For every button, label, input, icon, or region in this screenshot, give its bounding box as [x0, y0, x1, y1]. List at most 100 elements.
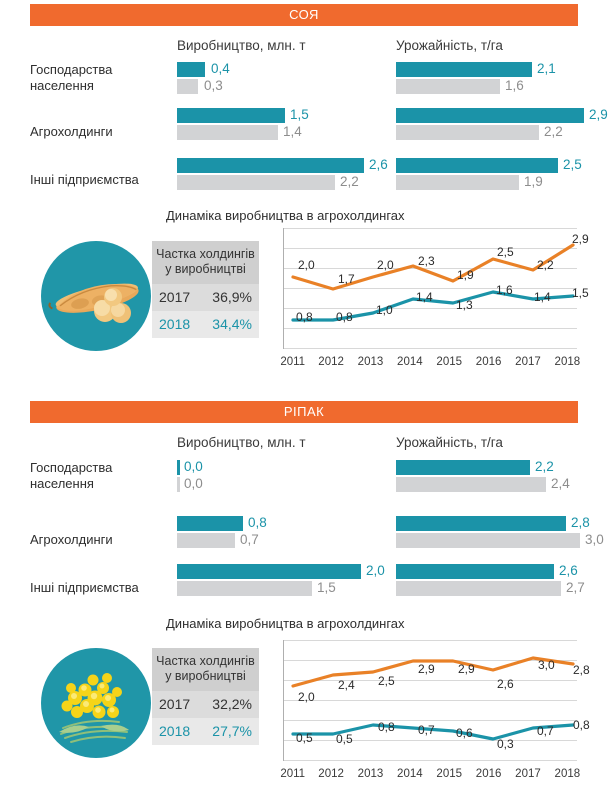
column-header-yield-soy: Урожайність, т/га — [396, 38, 503, 53]
share-table-header: Частка холдингів у виробництві — [152, 241, 259, 284]
share-value: 32,2% — [212, 696, 252, 712]
chart-point-label: 0,6 — [456, 726, 473, 740]
share-year: 2017 — [159, 289, 191, 305]
line-chart-soy — [281, 228, 587, 350]
chart-point-label: 1,4 — [534, 290, 551, 304]
bar-value-previous: 0,0 — [184, 476, 203, 491]
column-header-yield-rapeseed: Урожайність, т/га — [396, 435, 503, 450]
chart-point-label: 2,5 — [497, 245, 514, 259]
section-title-soy: СОЯ — [30, 4, 578, 26]
row-label-other-soy: Інші підприємства — [30, 172, 139, 187]
bar-value-current: 1,5 — [290, 107, 309, 122]
x-tick: 2018 — [554, 768, 581, 780]
chart-point-label: 2,4 — [338, 678, 355, 692]
chart-point-label: 2,9 — [418, 662, 435, 676]
bar-value-current: 2,5 — [563, 157, 582, 172]
x-tick: 2016 — [475, 356, 502, 368]
bar-value-current: 0,8 — [248, 515, 267, 530]
bar-current — [177, 564, 361, 579]
bar-value-previous: 3,0 — [585, 532, 604, 547]
bar-previous — [177, 175, 335, 190]
bar-value-previous: 2,2 — [340, 174, 359, 189]
chart-point-label: 2,9 — [458, 662, 475, 676]
x-tick: 2011 — [280, 356, 306, 368]
chart-point-label: 1,9 — [457, 268, 474, 282]
bar-value-previous: 1,6 — [505, 78, 524, 93]
x-tick: 2012 — [318, 768, 344, 780]
bar-value-current: 0,4 — [211, 61, 230, 76]
bar-previous — [177, 533, 235, 548]
share-row-2018: 2018 34,4% — [152, 311, 259, 338]
bar-current — [396, 516, 566, 531]
bar-value-current: 2,6 — [369, 157, 388, 172]
bar-current — [396, 62, 532, 77]
row-label-agroholdings-rapeseed: Агрохолдинги — [30, 532, 113, 547]
chart-point-label: 2,0 — [298, 258, 315, 272]
share-year: 2017 — [159, 696, 191, 712]
share-year: 2018 — [159, 316, 191, 332]
section-title-rapeseed: РІПАК — [30, 401, 578, 423]
bar-value-current: 2,2 — [535, 459, 554, 474]
chart-point-label: 1,5 — [572, 286, 589, 300]
bar-value-previous: 1,4 — [283, 124, 302, 139]
row-label-other-rapeseed: Інші підприємства — [30, 580, 139, 595]
bar-previous — [396, 79, 500, 94]
bar-current — [396, 460, 530, 475]
x-tick: 2014 — [397, 768, 423, 780]
chart-point-label: 2,2 — [537, 258, 554, 272]
bar-value-current: 2,1 — [537, 61, 556, 76]
chart-point-label: 0,7 — [418, 723, 435, 737]
chart-point-label: 3,0 — [538, 658, 555, 672]
share-table-soy: Частка холдингів у виробництві 2017 36,9… — [152, 241, 259, 338]
bar-current — [177, 516, 243, 531]
chart-point-label: 1,7 — [338, 272, 355, 286]
bar-current — [396, 564, 554, 579]
x-tick: 2016 — [475, 768, 502, 780]
bar-current — [396, 158, 558, 173]
column-header-production-soy: Виробництво, млн. т — [177, 38, 306, 53]
bar-value-current: 2,0 — [366, 563, 385, 578]
soybean-pod-icon — [41, 241, 151, 351]
chart-point-label: 2,6 — [497, 677, 514, 691]
chart-point-label: 0,8 — [336, 310, 353, 324]
chart-x-axis-rapeseed: 2011 2012 2013 2014 2015 2016 2017 2018 — [280, 768, 587, 780]
bar-value-previous: 2,4 — [551, 476, 570, 491]
chart-point-label: 2,0 — [298, 690, 315, 704]
x-tick: 2017 — [515, 356, 541, 368]
share-row-2017: 2017 36,9% — [152, 284, 259, 311]
bar-current — [177, 108, 285, 123]
chart-point-label: 2,3 — [418, 254, 435, 268]
bar-value-current: 0,0 — [184, 459, 203, 474]
chart-point-label: 0,8 — [573, 718, 590, 732]
bar-previous — [396, 581, 561, 596]
row-label-households-rapeseed: Господарства населення — [30, 460, 113, 491]
chart-point-label: 0,7 — [537, 724, 554, 738]
x-tick: 2018 — [554, 356, 581, 368]
column-header-production-rapeseed: Виробництво, млн. т — [177, 435, 306, 450]
row-label-households-soy: Господарства населення — [30, 62, 113, 93]
chart-point-label: 0,8 — [296, 310, 313, 324]
chart-point-label: 2,5 — [378, 674, 395, 688]
chart-point-label: 0,3 — [497, 737, 514, 751]
chart-point-label: 1,4 — [416, 290, 433, 304]
chart-point-label: 1,0 — [376, 303, 393, 317]
share-table-header: Частка холдингів у виробництві — [152, 648, 259, 691]
bar-previous — [177, 581, 312, 596]
bar-previous — [177, 125, 278, 140]
rapeseed-flower-icon — [41, 648, 151, 758]
bar-value-previous: 0,3 — [204, 78, 223, 93]
x-tick: 2012 — [318, 356, 344, 368]
share-table-rapeseed: Частка холдингів у виробництві 2017 32,2… — [152, 648, 259, 745]
chart-point-label: 2,8 — [573, 663, 590, 677]
share-row-2018: 2018 27,7% — [152, 718, 259, 745]
bar-previous — [177, 477, 180, 492]
dynamics-title-rapeseed: Динаміка виробництва в агрохолдингах — [166, 616, 405, 631]
chart-point-label: 1,6 — [496, 283, 513, 297]
bar-value-previous: 2,2 — [544, 124, 563, 139]
bar-current — [396, 108, 584, 123]
bar-value-previous: 1,9 — [524, 174, 543, 189]
chart-point-label: 2,9 — [572, 232, 589, 246]
bar-value-previous: 1,5 — [317, 580, 336, 595]
chart-point-label: 0,5 — [336, 732, 353, 746]
line-chart-rapeseed — [281, 640, 587, 762]
